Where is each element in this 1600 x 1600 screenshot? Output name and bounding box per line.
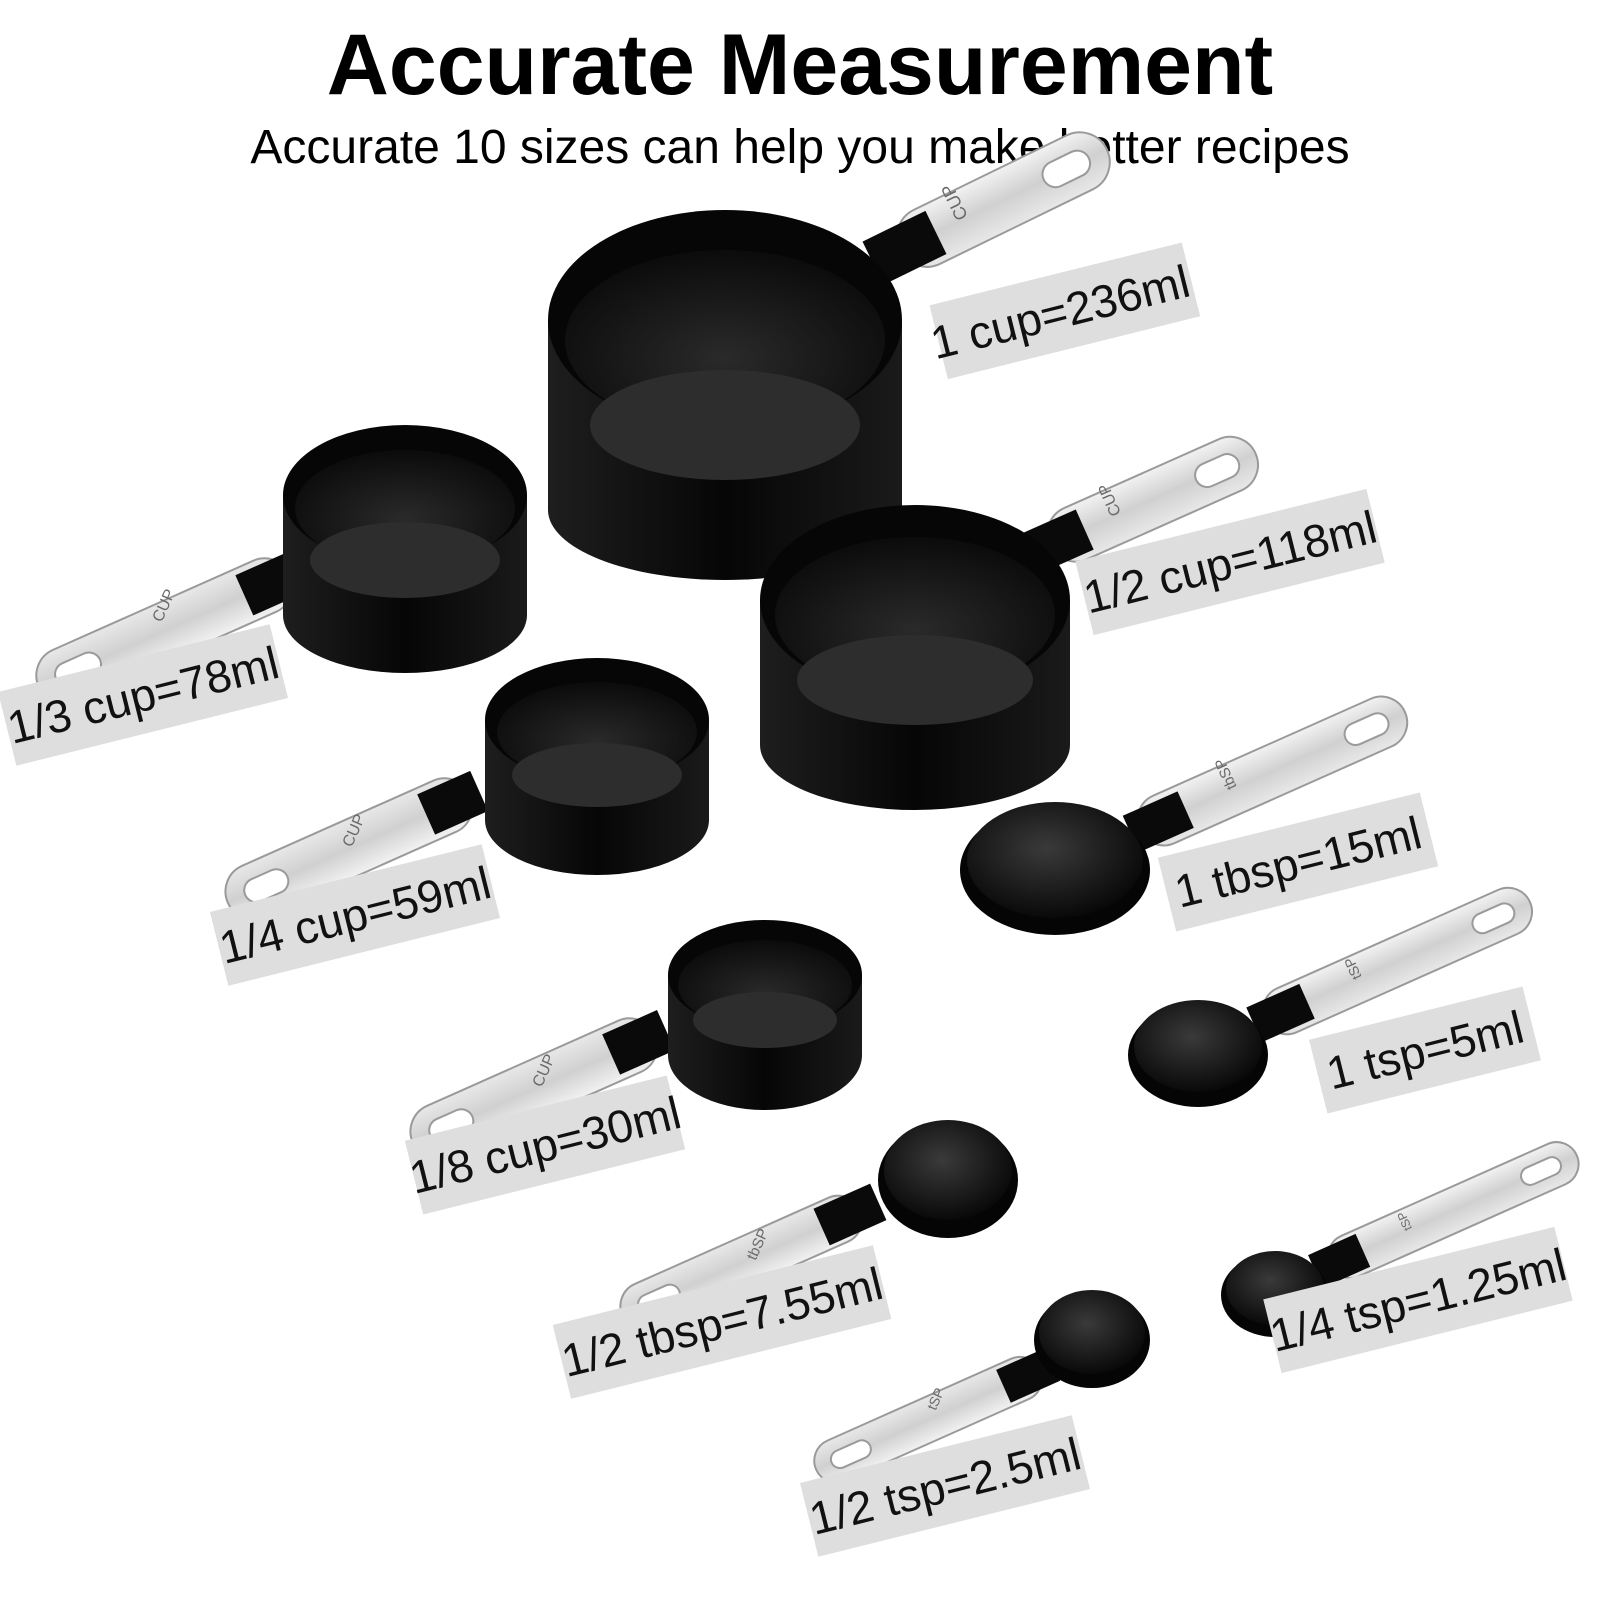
spoon-quarter-tsp-handle: tSP bbox=[1308, 1141, 1580, 1288]
cup-quarter: CUP bbox=[224, 658, 709, 921]
spoon-tbsp: tbSP bbox=[960, 695, 1409, 935]
spoon-half-tsp: tSP bbox=[813, 1290, 1150, 1484]
cup-quarter-handle bbox=[224, 770, 489, 921]
spoon-tbsp-handle: tbSP bbox=[1122, 695, 1409, 853]
spoon-tsp-handle: tSP bbox=[1246, 886, 1534, 1043]
label-1-cup: 1 cup=236ml bbox=[925, 242, 1201, 380]
cup-1-handle: CUP bbox=[862, 131, 1111, 285]
spoon-tsp: tSP bbox=[1128, 886, 1534, 1107]
page-subtitle: Accurate 10 sizes can help you make bett… bbox=[250, 121, 1350, 174]
cup-1: CUP bbox=[548, 131, 1111, 580]
label-1-cup-text: 1 cup=236ml bbox=[925, 255, 1194, 369]
cup-half: CUP bbox=[760, 435, 1259, 810]
page-title: Accurate Measurement bbox=[326, 17, 1274, 113]
